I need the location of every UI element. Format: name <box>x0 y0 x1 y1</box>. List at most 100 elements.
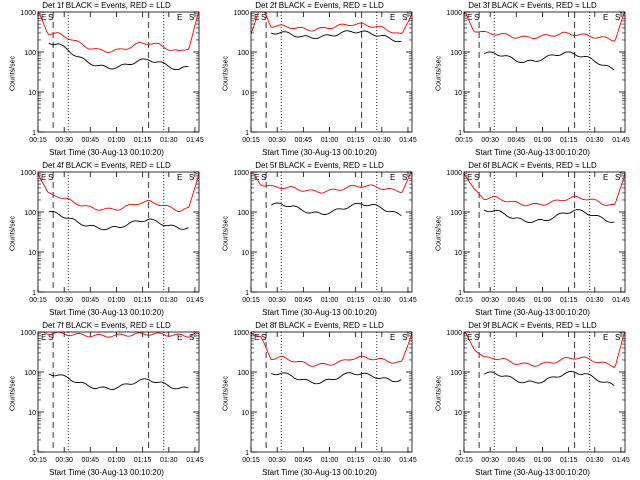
interval-marker-label: S <box>48 13 53 22</box>
plot-area: 1 10 100 1000 00:15 00:30 00:45 01:00 01:15 01:30… <box>20 330 204 464</box>
interval-marker-label: S <box>189 333 194 342</box>
x-tick-label: 01:00 <box>534 297 552 304</box>
x-tick-label: 00:15 <box>29 457 47 464</box>
events-series-line <box>270 202 402 217</box>
x-tick-label: 01:30 <box>160 137 178 144</box>
events-series-line <box>483 209 615 224</box>
y-tick-label: 10 <box>241 90 249 97</box>
interval-marker-label: E <box>177 173 182 182</box>
events-series-line <box>483 51 615 71</box>
interval-marker-label: E <box>177 13 182 22</box>
x-tick-label: 00:45 <box>82 137 100 144</box>
interval-marker-label: S <box>261 13 266 22</box>
plot-area: 1 10 100 1000 00:15 00:30 00:45 01:00 01:15 01:30… <box>20 170 203 304</box>
interval-marker-label: S <box>615 333 620 342</box>
interval-marker-label: E <box>390 13 395 22</box>
x-axis-label: Start Time (30-Aug-13 00:10:20) <box>475 468 590 477</box>
chart-title: Det 5f BLACK = Events, RED = LLD <box>255 161 384 170</box>
interval-marker-label: E <box>467 333 472 342</box>
lld-series-line <box>38 331 199 338</box>
interval-marker-label: S <box>402 13 407 22</box>
y-tick-label: 10 <box>454 250 462 257</box>
detector-panel: Det 9f BLACK = Events, RED = LLD Start Ti… <box>426 320 639 480</box>
y-tick-label: 100 <box>450 50 462 57</box>
x-tick-label: 01:00 <box>321 137 339 144</box>
x-tick-label: 00:30 <box>268 137 286 144</box>
events-series-line <box>483 370 615 386</box>
y-tick-label: 1000 <box>446 170 462 177</box>
y-tick-label: 1 <box>458 130 462 137</box>
x-tick-label: 00:30 <box>481 457 499 464</box>
x-axis-label: Start Time (30-Aug-13 00:10:20) <box>475 148 590 157</box>
x-tick-label: 01:30 <box>586 457 604 464</box>
lld-series-line <box>37 171 200 213</box>
plot-frame <box>250 171 413 293</box>
x-tick-label: 01:45 <box>612 457 630 464</box>
x-tick-label: 00:45 <box>295 137 313 144</box>
x-tick-label: 01:00 <box>108 137 126 144</box>
x-tick-label: 01:45 <box>186 137 204 144</box>
x-tick-label: 01:15 <box>560 137 578 144</box>
chart-title: Det 8f BLACK = Events, RED = LLD <box>255 321 384 330</box>
x-tick-label: 01:00 <box>321 297 339 304</box>
plot-frame <box>250 11 413 133</box>
y-tick-label: 10 <box>241 250 249 257</box>
interval-marker-label: S <box>261 333 266 342</box>
y-tick-label: 1000 <box>20 10 36 17</box>
y-tick-label: 1 <box>32 130 36 137</box>
x-tick-label: 01:00 <box>534 137 552 144</box>
interval-marker-label: E <box>603 13 608 22</box>
x-tick-label: 00:30 <box>481 297 499 304</box>
x-tick-label: 01:30 <box>586 297 604 304</box>
plot-frame <box>463 171 626 293</box>
interval-marker-label: E <box>41 333 46 342</box>
x-tick-label: 00:45 <box>295 457 313 464</box>
x-tick-label: 00:15 <box>29 297 47 304</box>
chart-title: Det 1f BLACK = Events, RED = LLD <box>42 1 171 10</box>
x-tick-label: 01:45 <box>186 457 204 464</box>
chart-title: Det 2f BLACK = Events, RED = LLD <box>255 1 384 10</box>
detector-panel: Det 8f BLACK = Events, RED = LLD Start Ti… <box>213 320 426 480</box>
interval-marker-label: S <box>474 333 479 342</box>
x-axis-label: Start Time (30-Aug-13 00:10:20) <box>49 148 164 157</box>
detector-panel: Det 2f BLACK = Events, RED = LLD Start Ti… <box>213 0 426 160</box>
x-tick-label: 01:30 <box>373 297 391 304</box>
interval-marker-label: S <box>48 173 53 182</box>
plot-area: 1 10 100 1000 00:15 00:30 00:45 01:00 01:15 01:30… <box>446 10 629 144</box>
plot-frame <box>37 171 200 293</box>
y-tick-label: 1000 <box>20 330 36 337</box>
x-tick-label: 01:30 <box>373 457 391 464</box>
y-tick-label: 10 <box>28 90 36 97</box>
chart-title: Det 3f BLACK = Events, RED = LLD <box>468 1 597 10</box>
lld-series-line <box>250 171 413 194</box>
interval-marker-label: E <box>254 333 259 342</box>
plot-area: 1 10 100 1000 00:15 00:30 00:45 01:00 01:15 01:30… <box>233 10 416 144</box>
y-tick-label: 10 <box>28 410 36 417</box>
y-tick-label: 1 <box>458 290 462 297</box>
interval-marker-label: S <box>261 173 266 182</box>
x-tick-label: 00:30 <box>55 137 73 144</box>
x-tick-label: 01:00 <box>108 297 126 304</box>
x-tick-label: 00:15 <box>242 137 260 144</box>
x-axis-label: Start Time (30-Aug-13 00:10:20) <box>49 308 164 317</box>
x-tick-label: 00:30 <box>268 297 286 304</box>
interval-marker-label: E <box>41 173 46 182</box>
y-tick-label: 10 <box>454 410 462 417</box>
plot-area: 1 10 100 1000 00:15 00:30 00:45 01:00 01:15 01:30… <box>446 170 629 304</box>
x-tick-label: 00:45 <box>82 457 100 464</box>
y-tick-label: 1000 <box>20 170 36 177</box>
x-tick-label: 01:00 <box>534 457 552 464</box>
lld-series-line <box>463 171 626 207</box>
interval-marker-label: E <box>254 173 259 182</box>
interval-marker-label: S <box>615 173 620 182</box>
interval-marker-label: E <box>390 173 395 182</box>
interval-marker-label: E <box>603 173 608 182</box>
lld-series-line <box>37 11 200 53</box>
chart-title: Det 9f BLACK = Events, RED = LLD <box>468 321 597 330</box>
events-series-line <box>270 372 402 385</box>
interval-marker-label: S <box>189 13 194 22</box>
x-tick-label: 01:30 <box>373 137 391 144</box>
x-tick-label: 01:15 <box>134 137 152 144</box>
x-tick-label: 01:15 <box>134 297 152 304</box>
